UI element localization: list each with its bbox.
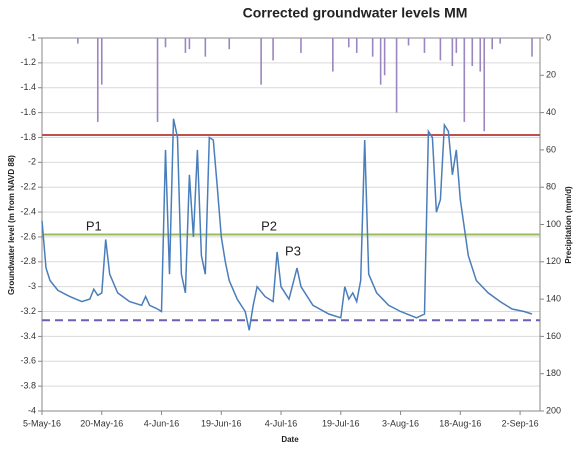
y-tick-label: -1.4 (20, 82, 36, 92)
precip-bar (347, 38, 350, 48)
precip-bar (479, 38, 482, 72)
precip-bar (531, 38, 533, 57)
y-tick-label: -2 (28, 157, 36, 167)
precip-bar (499, 38, 501, 44)
x-tick-label: 20-May-16 (80, 418, 123, 428)
precip-bar (204, 38, 207, 57)
x-tick-label: 18-Aug-16 (439, 418, 481, 428)
precip-bar (455, 38, 458, 53)
precip-bar (483, 38, 486, 132)
precip-bar (332, 38, 334, 72)
x-tick-label: 4-Jul-16 (265, 418, 298, 428)
y2-tick-label: 120 (546, 256, 561, 266)
y-tick-label: -1.2 (20, 57, 36, 67)
precip-bar (371, 38, 374, 57)
y-tick-label: -2.2 (20, 182, 36, 192)
y2-tick-label: 20 (546, 70, 556, 80)
precip-bar (379, 38, 382, 85)
y-tick-label: -1.8 (20, 132, 36, 142)
y-tick-label: -2.8 (20, 256, 36, 266)
precip-bar (77, 38, 79, 44)
precip-bar (491, 38, 493, 50)
precip-bar (451, 38, 454, 66)
precip-bar (463, 38, 466, 122)
y2-tick-label: 80 (546, 182, 556, 192)
x-tick-label: 19-Jun-16 (201, 418, 242, 428)
y2-axis-title: Precipitation (mm/d) (564, 186, 573, 264)
x-tick-label: 4-Jun-16 (144, 418, 180, 428)
chart-title: Corrected groundwater levels MM (243, 5, 468, 21)
precip-bar (272, 38, 274, 61)
precip-bar (156, 38, 159, 122)
y-tick-label: -3.2 (20, 306, 36, 316)
precip-bar (439, 38, 442, 61)
y2-tick-label: 140 (546, 293, 561, 303)
precip-bar (188, 38, 191, 50)
annotation: P2 (261, 218, 277, 233)
y2-tick-label: 40 (546, 107, 556, 117)
precip-bar (423, 38, 426, 53)
y2-tick-label: 160 (546, 331, 561, 341)
x-tick-label: 5-May-16 (23, 418, 61, 428)
y-tick-label: -3.8 (20, 381, 36, 391)
precip-bar (260, 38, 262, 85)
y2-tick-label: 100 (546, 219, 561, 229)
y2-tick-label: 60 (546, 144, 556, 154)
y-tick-label: -2.4 (20, 206, 36, 216)
precip-bar (164, 38, 167, 48)
y-tick-label: -3.6 (20, 356, 36, 366)
annotation: P1 (86, 218, 102, 233)
y-tick-label: -1.6 (20, 107, 36, 117)
y2-tick-label: 180 (546, 368, 561, 378)
precip-bar (407, 38, 410, 46)
x-tick-label: 19-Jul-16 (322, 418, 360, 428)
precip-bar (96, 38, 99, 122)
y2-tick-label: 200 (546, 405, 561, 415)
x-tick-label: 2-Sep-16 (502, 418, 539, 428)
x-tick-label: 3-Aug-16 (382, 418, 419, 428)
precip-bar (300, 38, 302, 53)
y-tick-label: -4 (28, 405, 36, 415)
y-tick-label: -3 (28, 281, 36, 291)
precip-bar (100, 38, 103, 85)
precip-bar (228, 38, 231, 50)
y-tick-label: -2.6 (20, 231, 36, 241)
precip-bar (383, 38, 386, 76)
y-tick-label: -3.4 (20, 331, 36, 341)
plot-frame (41, 37, 541, 412)
y-tick-label: -1 (28, 32, 36, 42)
precip-bar (355, 38, 358, 53)
annotation: P3 (285, 243, 301, 258)
groundwater-line (41, 118, 533, 331)
precip-bar (471, 38, 474, 66)
precip-bar (184, 38, 187, 53)
x-axis-title: Date (281, 435, 299, 444)
y-axis-title: Groundwater level (m from NAVD 88) (7, 155, 16, 295)
precip-bar (395, 38, 398, 113)
y2-tick-label: 0 (546, 32, 551, 42)
